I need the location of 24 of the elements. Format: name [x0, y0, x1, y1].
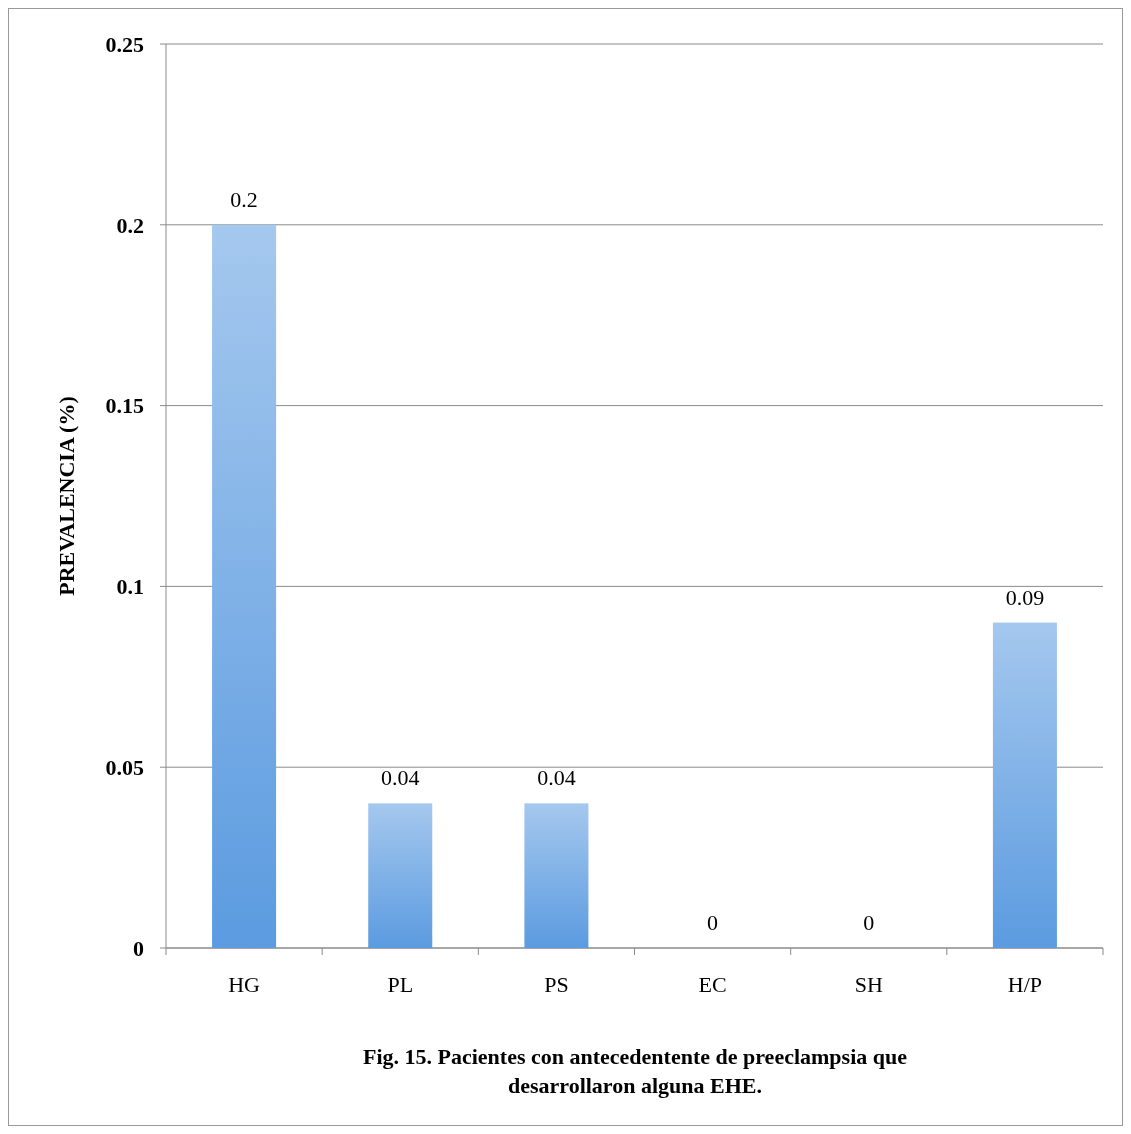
- data-label: 0.2: [230, 186, 258, 212]
- text: Fig. 15. Pacientes con antecedentente de preeclampsia que desarrollaron alguna EHE.: [362, 1044, 908, 1098]
- data-label: 0: [863, 910, 875, 935]
- x-tick-label: PS: [544, 972, 569, 997]
- data-label: 0.04: [537, 765, 576, 791]
- y-axis-title: PREVALENCIA (%): [54, 396, 79, 596]
- bar: [992, 622, 1057, 948]
- bar: [212, 224, 277, 948]
- bar: [368, 803, 433, 948]
- x-tick-label: SH: [854, 972, 883, 997]
- data-label: 0.09: [1005, 584, 1045, 610]
- x-tick-label: HG: [228, 972, 261, 997]
- y-tick-label: 0.25: [105, 31, 144, 57]
- x-tick-label: EC: [698, 972, 727, 997]
- y-tick-label: 0: [133, 935, 144, 961]
- y-tick-label: 0.05: [105, 754, 144, 780]
- x-tick-label: H/P: [1007, 972, 1043, 997]
- bar: [524, 803, 589, 948]
- data-label: 0: [707, 910, 719, 935]
- y-tick-label: 0.15: [105, 393, 144, 419]
- data-label: 0.04: [381, 765, 420, 791]
- x-tick-label: PL: [387, 972, 414, 997]
- y-tick-label: 0.1: [116, 574, 144, 600]
- y-tick-label: 0.2: [116, 212, 144, 238]
